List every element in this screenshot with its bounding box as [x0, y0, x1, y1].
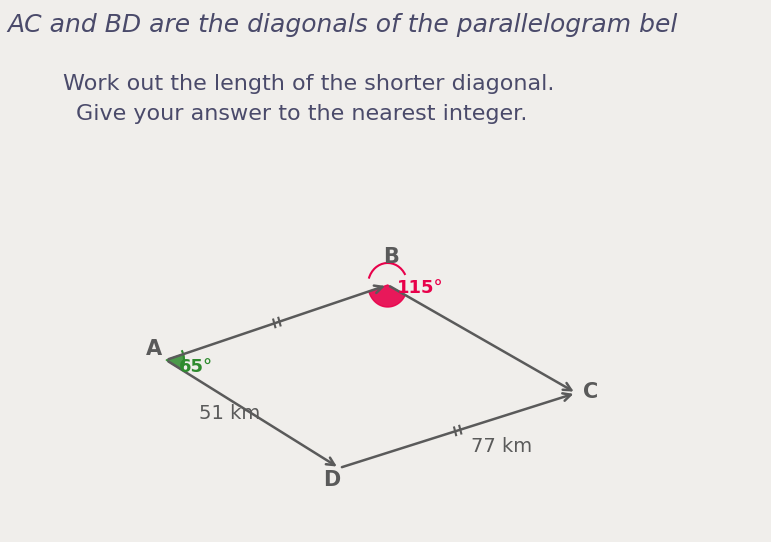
Text: 77 km: 77 km — [471, 437, 532, 456]
Text: Give your answer to the nearest integer.: Give your answer to the nearest integer. — [76, 104, 527, 124]
Text: 65°: 65° — [179, 358, 213, 376]
Polygon shape — [166, 354, 184, 370]
Text: D: D — [323, 470, 340, 490]
Text: 51 km: 51 km — [199, 404, 260, 423]
Text: B: B — [383, 247, 399, 267]
Text: Work out the length of the shorter diagonal.: Work out the length of the shorter diago… — [62, 74, 554, 94]
Text: A: A — [146, 339, 163, 359]
Polygon shape — [369, 285, 406, 307]
Text: AC and BD are the diagonals of the parallelogram bel: AC and BD are the diagonals of the paral… — [7, 13, 678, 37]
Text: C: C — [584, 382, 598, 402]
Text: 115°: 115° — [397, 279, 443, 297]
